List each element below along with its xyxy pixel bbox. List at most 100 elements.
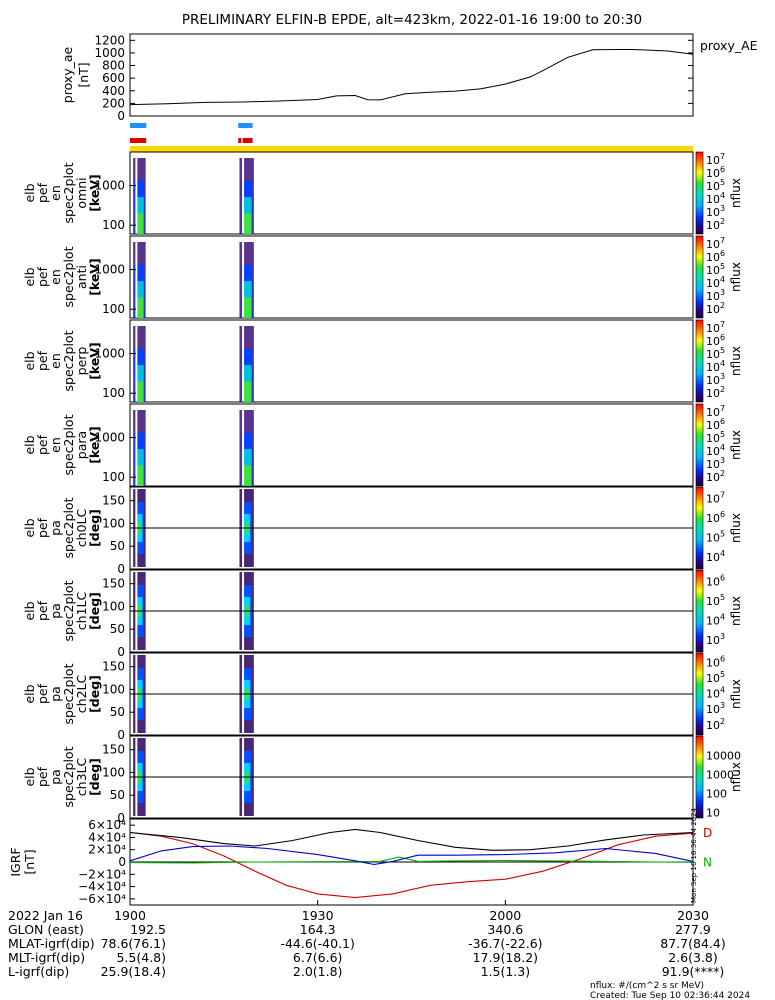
ytick-label: 100 [102,765,125,779]
colorbar-label: 107 [706,491,725,506]
colorbar-label: 106 [706,574,725,589]
panel-frame [129,151,694,235]
figure-title: PRELIMINARY ELFIN-B EPDE, alt=423km, 202… [182,12,642,28]
ytick-label: 100 [102,682,125,696]
timestamp-stamp: Mon Sep 16 18:36:44 2024 [690,807,698,903]
ylabel-line: en [48,185,63,201]
ytick-label: 1000 [94,179,125,193]
ylabel: [nT] [76,62,91,87]
spectrogram-panel: 1001000elbpefenspec2plotanti[keV]1021031… [22,235,743,319]
colorbar-title: nflux [729,430,743,460]
ylabel-line: en [48,353,63,369]
row-value: 340.6 [487,922,523,937]
ylabel-line: pef [35,266,50,287]
colorbar-label: 105 [706,670,725,685]
colorbar [695,151,704,235]
ylabel-line: [keV] [87,342,102,380]
created-note: Created: Tue Sep 10 02:36:44 2024 [590,991,750,1000]
spectrogram-panel: 050100150elbpefpaspec2plotch2LC[deg]1021… [22,652,743,742]
ylabel-line: ch3LC [74,758,89,797]
ylabel-line: pef [35,600,50,621]
series-label: D [703,826,712,840]
ylabel-line: anti [74,265,89,289]
colorbar-title: nflux [729,262,743,292]
ytick-label: 100 [102,302,125,316]
data-gap [135,237,138,317]
ylabel-line: pa [48,520,63,536]
ytick-label: 4×10⁴ [88,830,126,844]
colorbar-label: 106 [706,510,725,525]
colorbar-label: 100 [706,787,727,800]
ytick-label: −4×10⁴ [78,880,126,894]
colorbar-title: nflux [729,513,743,543]
row-label: L-igrf(dip) [8,964,69,979]
ylabel-line: spec2plot [61,246,76,307]
ytick-label: 0 [117,728,125,742]
ytick-label: 50 [110,539,125,553]
ytick-label: 1200 [94,33,125,47]
spectrogram-panel: 1001000elbpefenspec2plotomni[keV]1021031… [22,151,743,235]
data-gap [135,405,138,485]
ytick-label: 100 [102,470,125,484]
ylabel-line: perp [74,347,89,376]
colorbar-label: 105 [706,530,725,545]
zone-bar [238,138,242,143]
ylabel-line: spec2plot [61,162,76,223]
row-value: 2030 [677,908,709,923]
row-label: MLAT-igrf(dip) [8,936,95,951]
ylabel-line: elb [22,684,37,703]
data-gap [242,321,245,401]
science-zone-bars [130,123,693,152]
data-block [243,297,251,318]
igrf-series-line [129,828,694,851]
ytick-label: −6×10⁴ [78,892,126,906]
zone-bar [130,138,147,143]
ylabel: IGRF [8,847,23,876]
zone-bar [130,146,693,152]
row-label: MLT-igrf(dip) [8,950,85,965]
data-block [136,297,144,318]
row-label: GLON (east) [8,922,84,937]
row-value: 91.9(****) [662,964,725,979]
row-value: 2.6(3.8) [668,950,718,965]
ylabel: [nT] [22,849,37,874]
row-value: 17.9(18.2) [473,950,538,965]
colorbar-label: 10000 [706,749,741,762]
data-gap [135,153,138,233]
colorbar-label: 102 [706,301,725,316]
ytick-label: 100 [102,599,125,613]
ylabel-line: ch0LC [74,509,89,548]
colorbar-title: nflux [729,679,743,709]
date-label: 2022 Jan 16 [8,908,83,923]
data-gap [242,405,245,485]
row-value: 5.5(4.8) [116,950,166,965]
ylabel-line: [deg] [87,509,102,547]
proxy-ae-line [129,49,694,106]
colorbar [695,486,704,570]
row-value: 87.7(84.4) [660,936,725,951]
ylabel-line: [keV] [87,258,102,296]
series-label: N [703,855,712,869]
ylabel-line: pef [35,766,50,787]
colorbar-title: nflux [729,178,743,208]
ytick-label: 50 [110,622,125,636]
ytick-label: 6×10⁴ [88,818,126,832]
ylabel-line: [deg] [87,758,102,796]
ytick-label: 0 [117,562,125,576]
ylabel-line: spec2plot [61,330,76,391]
ytick-label: 0 [118,855,126,869]
zone-bar [242,138,253,143]
legend-label: proxy_AE [700,38,758,53]
spectrogram-panels: 1001000elbpefenspec2plotomni[keV]1021031… [22,151,743,825]
ytick-label: 0 [117,109,125,123]
time-axis-labels: 2022 Jan 16 1900 1930 2000 2030 GLON (east) 19… [8,900,726,979]
ylabel-line: pef [35,683,50,704]
data-block [243,213,251,234]
ylabel-line: [keV] [87,174,102,212]
ytick-label: 0 [117,645,125,659]
proxy-ae-frame [129,33,694,117]
ytick-label: 100 [102,386,125,400]
colorbar-label: 105 [706,593,725,608]
